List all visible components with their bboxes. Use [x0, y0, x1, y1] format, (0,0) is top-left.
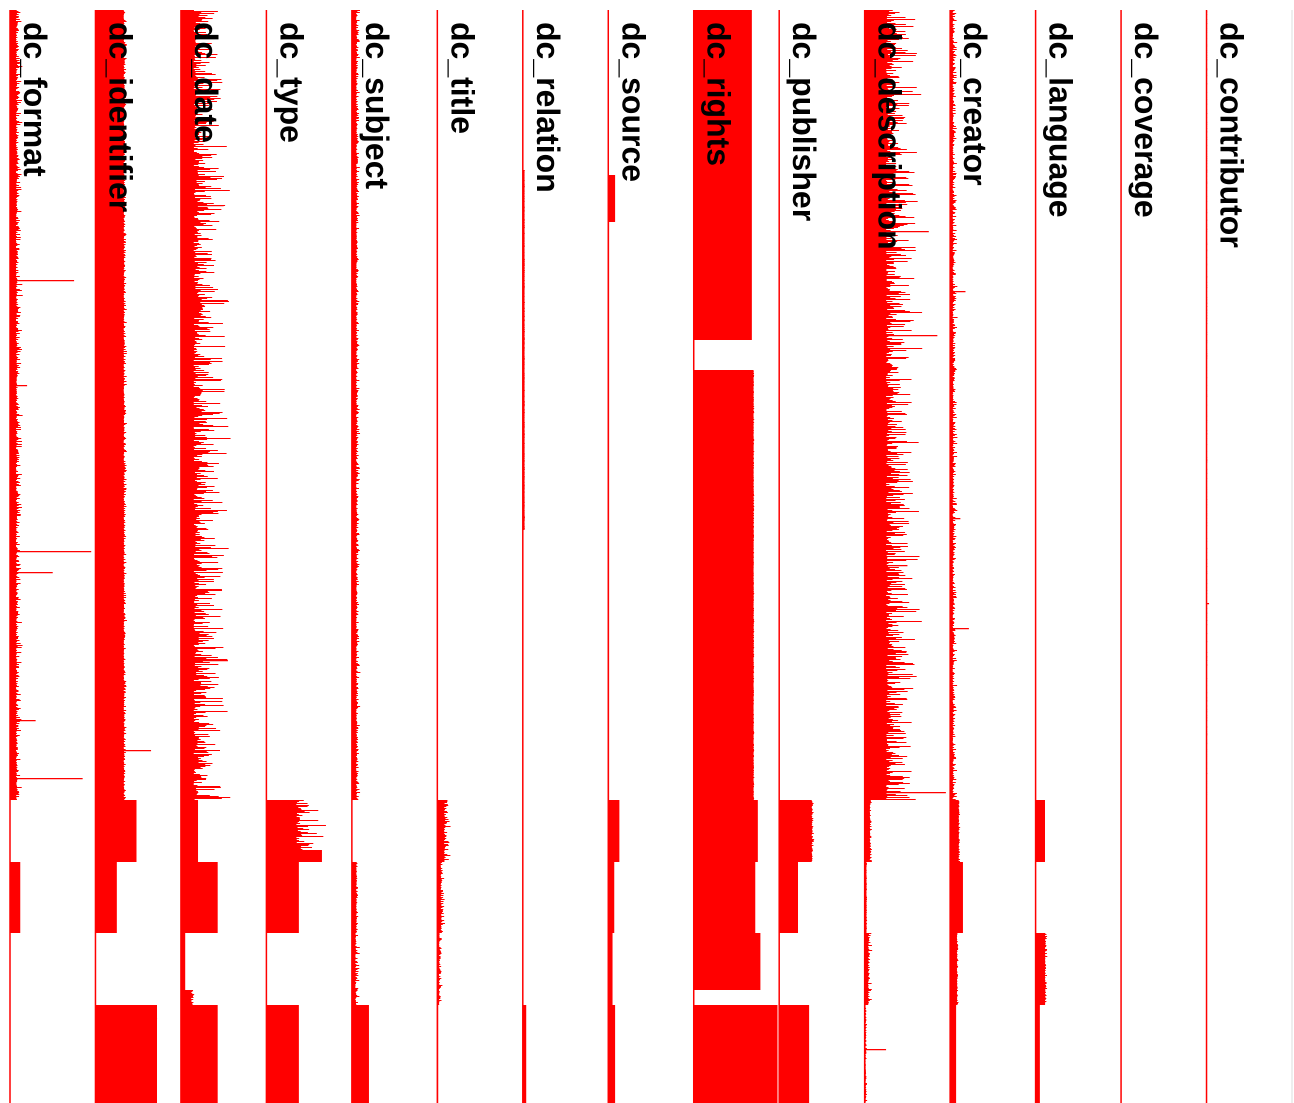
- bar-block: [693, 10, 752, 340]
- bar-block: [608, 933, 613, 1005]
- bar-block: [693, 800, 758, 862]
- bar-block: [1035, 1005, 1040, 1103]
- bar-rows: [693, 370, 755, 800]
- lane-dc-format: dc_format: [9, 10, 92, 1103]
- bar-block: [95, 862, 117, 933]
- bar-block: [693, 933, 761, 990]
- bar-rows: [437, 10, 451, 1005]
- lane-dc-rights: dc_rights: [692, 10, 778, 1103]
- bar-block: [437, 1005, 439, 1103]
- lane-dc-identifier: dc_identifier: [94, 10, 158, 1103]
- lane-dc-publisher: dc_publisher: [778, 10, 822, 1103]
- bar-block: [693, 862, 756, 933]
- lane-label: dc_subject: [359, 22, 395, 190]
- bar-block: [779, 862, 799, 933]
- bar-block: [266, 862, 299, 933]
- bar-block: [180, 933, 186, 990]
- bar-rows: [180, 10, 231, 1005]
- lane-label: dc_format: [17, 22, 53, 177]
- lane-label: dc_identifier: [102, 22, 138, 212]
- bar-block: [950, 1005, 957, 1103]
- lanes-group: dc_contributor dc_coverage dc_language dc_c…: [9, 10, 1293, 1103]
- lane-label: dc_source: [615, 22, 651, 182]
- bar-block: [608, 1005, 616, 1103]
- lane-dc-creator: dc_creator: [949, 10, 993, 1103]
- bar-block: [779, 1005, 810, 1103]
- bar-rows: [950, 10, 969, 1005]
- lane-dc-source: dc_source: [607, 10, 651, 1103]
- bar-rows: [864, 10, 946, 1103]
- bar-block: [608, 222, 610, 800]
- lane-dc-coverage: dc_coverage: [1120, 10, 1164, 1103]
- lane-dc-description: dc_description: [863, 10, 946, 1103]
- lane-label: dc_publisher: [786, 22, 822, 221]
- lane-label: dc_language: [1043, 22, 1079, 218]
- lane-dc-relation: dc_relation: [522, 10, 566, 1103]
- lane-label: dc_title: [444, 22, 480, 134]
- bar-rows: [351, 10, 361, 1005]
- lane-label: dc_type: [273, 22, 309, 143]
- bar-rows: [266, 800, 326, 850]
- bar-rows: [95, 10, 158, 1020]
- lane-label: dc_date: [188, 22, 224, 143]
- bar-block: [950, 862, 963, 933]
- bar-rows: [522, 170, 525, 530]
- lane-label: dc_relation: [530, 22, 566, 193]
- lane-dc-title: dc_title: [436, 10, 480, 1103]
- lane-label: dc_description: [872, 22, 908, 250]
- lane-dc-contributor: dc_contributor: [1205, 10, 1250, 1103]
- lane-label: dc_contributor: [1214, 22, 1250, 248]
- lane-dc-subject: dc_subject: [351, 10, 395, 1103]
- bar-block: [522, 1005, 527, 1103]
- bar-block: [693, 1005, 778, 1103]
- bar-block: [180, 1005, 218, 1103]
- lane-dc-date: dc_date: [180, 10, 231, 1103]
- bar-block: [95, 800, 137, 862]
- bar-block: [608, 862, 615, 933]
- lane-dc-type: dc_type: [265, 10, 326, 1103]
- bar-block: [608, 175, 616, 222]
- bar-block: [180, 800, 199, 862]
- lane-label: dc_creator: [957, 22, 993, 186]
- lane-dc-language: dc_language: [1034, 10, 1079, 1103]
- bar-block: [351, 1005, 369, 1103]
- bar-block: [10, 862, 21, 933]
- bar-rows: [9, 10, 92, 800]
- bar-rows: [779, 800, 815, 862]
- lane-label: dc_coverage: [1128, 22, 1164, 218]
- bar-block: [266, 850, 322, 862]
- bar-block: [608, 800, 620, 862]
- bar-block: [180, 862, 218, 933]
- bar-rows: [1206, 10, 1210, 800]
- bar-rows: [1035, 933, 1048, 1005]
- bar-block: [1035, 800, 1046, 862]
- lane-label: dc_rights: [701, 22, 737, 166]
- bar-block: [95, 1005, 158, 1103]
- bar-block: [266, 1005, 299, 1103]
